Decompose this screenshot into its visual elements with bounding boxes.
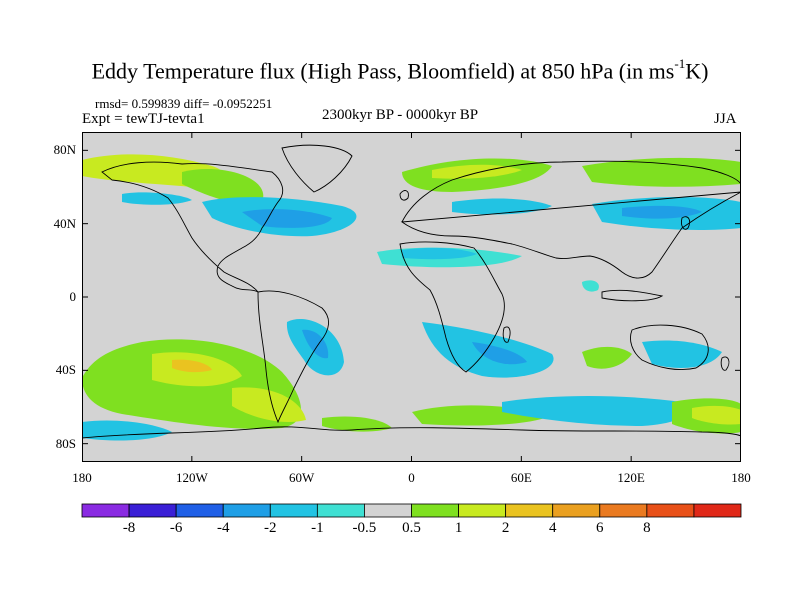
- colorbar-label: -0.5: [352, 520, 377, 536]
- coastline-greenland: [281, 144, 353, 193]
- colorbar-label: 6: [596, 520, 604, 536]
- coastline-north-america: [101, 161, 284, 293]
- lat-tick-label: 40N: [53, 215, 76, 231]
- contour-region: [242, 209, 332, 228]
- period-subtitle: 2300kyr BP - 0000kyr BP: [322, 107, 479, 123]
- colorbar-box: [646, 503, 695, 518]
- contour-region: [122, 192, 192, 205]
- colorbar-box: [175, 503, 224, 518]
- contour-region: [182, 168, 264, 205]
- colorbar-box: [222, 503, 271, 518]
- colorbar-label: 1: [454, 520, 463, 536]
- flux-field-contours: [82, 154, 741, 441]
- world-map: [82, 132, 741, 462]
- lat-tick-label: 40S: [55, 362, 76, 378]
- experiment-label: Expt = tewTJ-tevta1: [82, 111, 205, 127]
- colorbar-label: -4: [216, 520, 230, 536]
- contour-region: [322, 416, 392, 432]
- colorbar-box: [552, 503, 601, 518]
- stats-text: rmsd= 0.599839 diff= -0.0952251: [95, 96, 273, 111]
- plot-title: Eddy Temperature flux (High Pass, Bloomf…: [0, 56, 800, 84]
- colorbar-box: [128, 503, 177, 518]
- title-main: Eddy Temperature flux (High Pass, Bloomf…: [91, 58, 675, 84]
- contour-region: [82, 420, 172, 441]
- colorbar-label: 2: [501, 520, 510, 536]
- colorbar-label: -6: [169, 520, 183, 536]
- colorbar-box: [411, 503, 459, 518]
- coastline-africa: [399, 241, 505, 373]
- coastlines: [82, 144, 741, 439]
- contour-region: [692, 405, 741, 425]
- title-superscript: -1: [674, 56, 686, 71]
- lon-tick-label: 60E: [510, 470, 532, 485]
- lon-tick-label: 60W: [289, 470, 315, 485]
- colorbar-box: [81, 503, 130, 518]
- colorbar-label: 0.5: [402, 520, 421, 536]
- contour-region: [302, 329, 329, 359]
- coastline-madagascar: [502, 326, 511, 343]
- coastline-australia: [630, 324, 709, 371]
- contour-region: [642, 340, 722, 368]
- lon-tick-label: 180: [731, 470, 751, 485]
- colorbar-box: [458, 503, 507, 518]
- coastline-indonesia: [601, 289, 664, 302]
- contour-region: [502, 396, 690, 426]
- contour-region: [232, 387, 306, 423]
- colorbar-box: [599, 503, 648, 518]
- colorbar: -8 -6 -4 -2 -1 -0.5 0.5 1 2 4 6 8: [0, 502, 800, 544]
- contour-region: [432, 164, 522, 179]
- axis-ticks: [82, 132, 741, 462]
- colorbar-boxes: [81, 503, 742, 518]
- contour-region: [582, 280, 599, 292]
- lon-tick-label: 180: [72, 470, 92, 485]
- colorbar-box: [316, 503, 365, 518]
- lon-tick-label: 0: [408, 470, 415, 485]
- contour-region: [582, 157, 741, 187]
- contour-region: [582, 346, 632, 369]
- colorbar-box: [505, 503, 554, 518]
- contour-region: [622, 205, 702, 219]
- colorbar-label: -8: [122, 520, 136, 536]
- title-tail: K): [685, 58, 709, 84]
- coastline-new-zealand: [720, 356, 730, 371]
- coastline-antarctica: [82, 426, 741, 439]
- lat-tick-label: 80N: [53, 142, 76, 158]
- contour-region: [402, 247, 477, 260]
- map-panel: [82, 132, 741, 462]
- coastline-britain: [399, 190, 409, 201]
- colorbar-label: -1: [311, 520, 324, 536]
- lon-tick-label: 120E: [617, 470, 645, 485]
- season-label: JJA: [714, 111, 737, 127]
- lat-tick-label: 80S: [55, 435, 76, 451]
- coastline-south-america: [257, 290, 329, 424]
- lon-tick-label: 120W: [175, 470, 208, 485]
- colorbar-box: [364, 503, 412, 518]
- colorbar-label: 4: [548, 520, 557, 536]
- contour-region: [472, 342, 527, 365]
- coastline-eurasia: [400, 160, 741, 279]
- colorbar-box: [269, 503, 318, 518]
- contour-region: [172, 359, 212, 373]
- lat-tick-label: 0: [69, 289, 77, 304]
- colorbar-box: [693, 503, 742, 518]
- colorbar-label: -2: [264, 520, 277, 536]
- coastline-japan: [681, 216, 691, 230]
- colorbar-label: 8: [643, 520, 651, 536]
